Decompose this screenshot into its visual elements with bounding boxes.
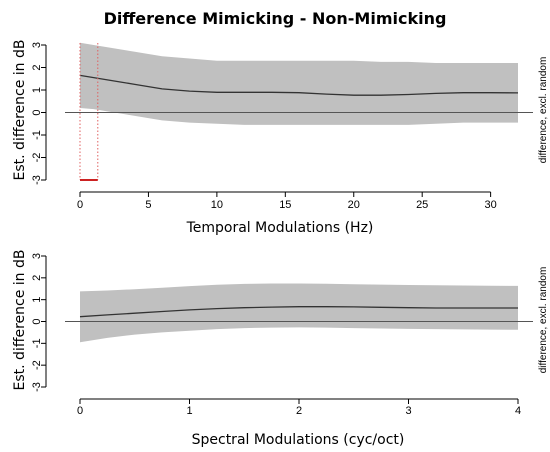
x-tick-label: 5: [145, 199, 151, 211]
y-tick-label: 0: [31, 109, 43, 115]
x-tick-label: 2: [296, 405, 302, 417]
x-tick-label: 25: [416, 199, 428, 211]
panel1-ylabel: Est. difference in dB: [12, 40, 28, 181]
y-tick-label: 2: [31, 275, 43, 281]
x-tick-label: 30: [485, 199, 497, 211]
confidence-band: [80, 42, 518, 125]
y-tick-label: -2: [31, 153, 43, 163]
y-tick-label: -1: [31, 338, 43, 348]
estimate-line: [79, 306, 518, 318]
panel2-xlabel: Spectral Modulations (cyc/oct): [192, 432, 405, 448]
panel2-ylabel: Est. difference in dB: [12, 250, 28, 391]
x-tick-label: 10: [211, 199, 223, 211]
x-tick-label: 0: [77, 199, 83, 211]
y-tick-label: 3: [31, 253, 43, 259]
x-tick-label: 4: [515, 405, 521, 417]
x-tick-label: 20: [348, 199, 360, 211]
y-tick-label: 1: [31, 297, 43, 303]
estimate-line: [79, 74, 519, 96]
panel1-xlabel: Temporal Modulations (Hz): [186, 220, 374, 236]
x-tick-label: 0: [77, 405, 83, 417]
chart-title: Difference Mimicking - Non-Mimicking: [104, 9, 447, 28]
x-tick-label: 15: [279, 199, 291, 211]
y-tick-label: -3: [31, 175, 43, 185]
x-tick-label: 3: [405, 405, 411, 417]
x-tick-label: 1: [186, 405, 192, 417]
spectral-modulation-panel: Est. difference in dB difference, excl. …: [12, 250, 549, 448]
y-tick-label: -1: [31, 130, 43, 140]
panel1-side-label: difference, excl. random: [538, 57, 549, 164]
y-tick-label: 2: [31, 64, 43, 70]
y-tick-label: 3: [31, 42, 43, 48]
confidence-band: [80, 283, 518, 343]
y-tick-label: -2: [31, 360, 43, 370]
temporal-modulation-panel: Est. difference in dB difference, excl. …: [12, 40, 549, 236]
y-tick-label: 0: [31, 318, 43, 324]
y-tick-label: -3: [31, 382, 43, 392]
y-tick-label: 1: [31, 87, 43, 93]
panel2-side-label: difference, excl. random: [538, 267, 549, 374]
